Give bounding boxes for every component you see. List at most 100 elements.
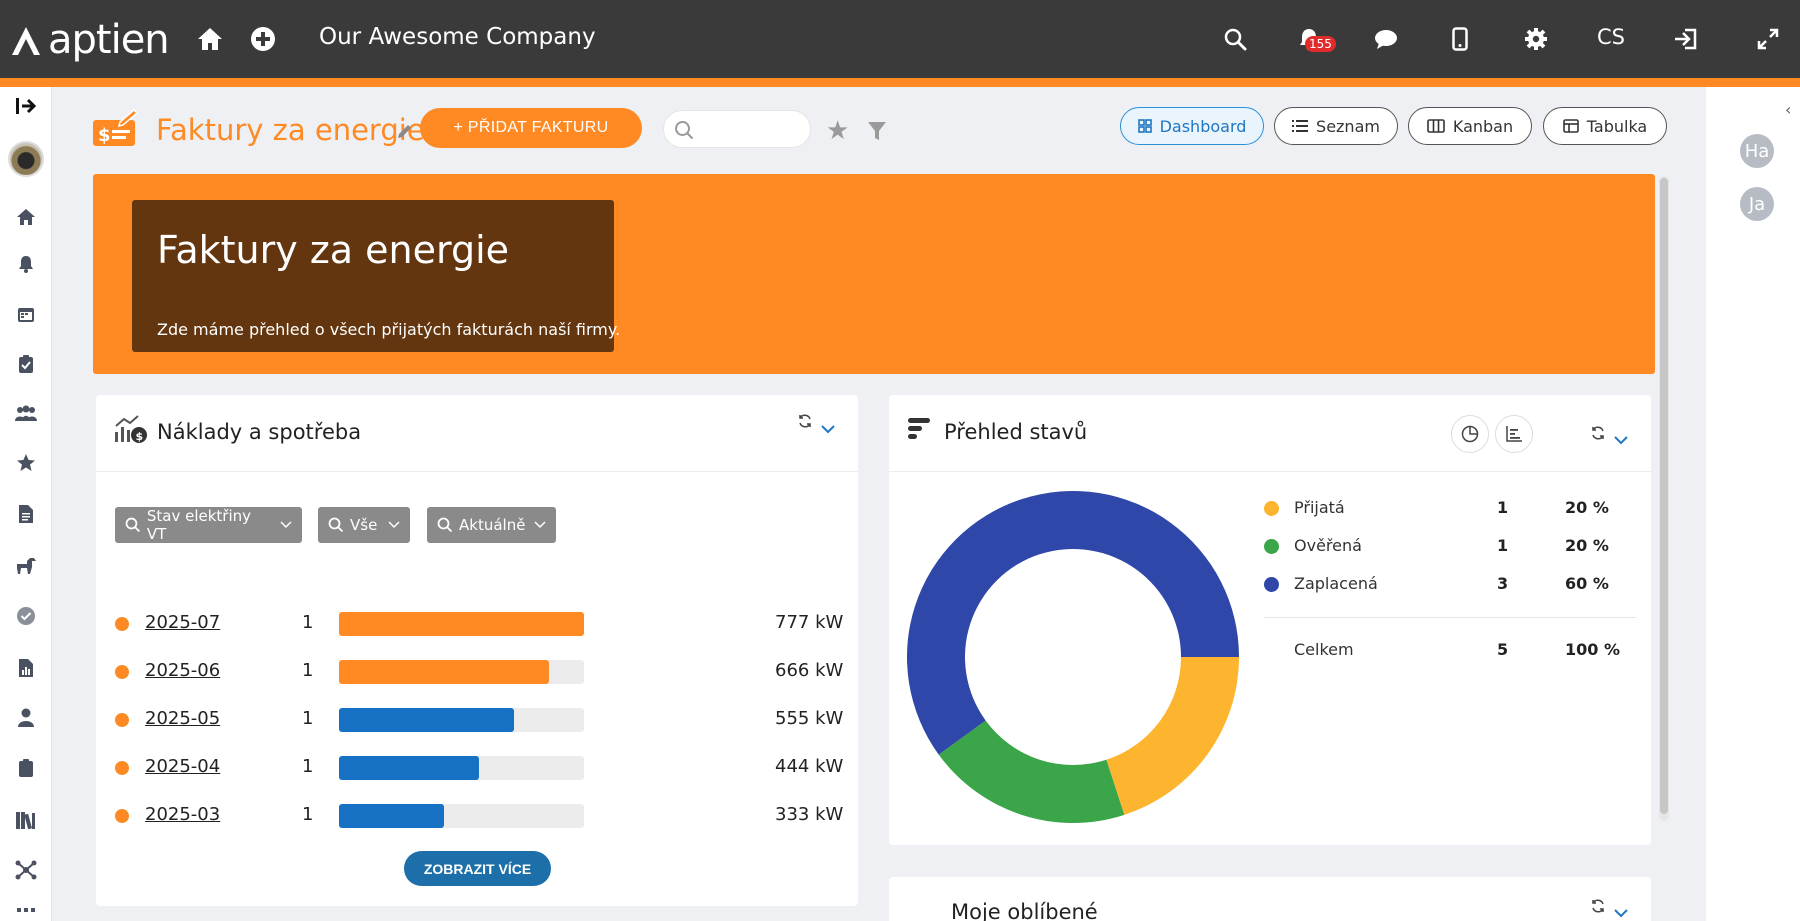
view-table-button[interactable]: Tabulka — [1543, 107, 1667, 145]
view-dashboard-button[interactable]: Dashboard — [1120, 107, 1264, 145]
scrollbar-thumb[interactable] — [1660, 178, 1668, 814]
company-name[interactable]: Our Awesome Company — [319, 24, 596, 50]
right-rail — [1706, 87, 1800, 921]
more-apps-icon[interactable] — [14, 906, 38, 921]
search-icon[interactable] — [1218, 22, 1252, 56]
home-icon[interactable] — [193, 22, 227, 56]
filter-label: Vše — [350, 516, 378, 534]
pie-view-button[interactable] — [1451, 415, 1489, 453]
filter-label: Aktuálně — [459, 516, 526, 534]
row-status-dot — [115, 665, 129, 679]
clipboard-icon[interactable] — [14, 756, 38, 780]
view-kanban-button[interactable]: Kanban — [1408, 107, 1532, 145]
donut-slice-1[interactable] — [1106, 657, 1239, 815]
rail-collapse-icon[interactable]: ‹ — [1785, 100, 1792, 119]
library-icon[interactable] — [14, 808, 38, 832]
chevron-down-icon[interactable] — [1614, 430, 1628, 449]
chevron-down-icon[interactable] — [821, 419, 835, 438]
person-icon[interactable] — [14, 706, 38, 730]
chevron-down-icon[interactable] — [1614, 903, 1628, 921]
document-icon[interactable] — [14, 502, 38, 526]
legend-label[interactable]: Přijatá — [1294, 498, 1345, 517]
show-more-button[interactable]: ZOBRAZIT VÍCE — [404, 851, 551, 886]
dog-icon[interactable] — [14, 554, 38, 578]
view-list-button[interactable]: Seznam — [1274, 107, 1398, 145]
filter-metric-select[interactable]: Stav elektřiny VT — [115, 507, 302, 543]
row-value: 777 kW — [775, 612, 844, 633]
card-divider — [96, 471, 858, 472]
favorites-card — [889, 877, 1651, 921]
gear-icon[interactable] — [1519, 22, 1553, 56]
language-switch[interactable]: CS — [1597, 25, 1625, 49]
invoice-icon: $ — [92, 108, 139, 148]
user-avatar[interactable] — [8, 141, 44, 177]
period-link[interactable]: 2025-05 — [145, 708, 221, 729]
chart-money-icon: $ — [114, 414, 148, 448]
team-icon[interactable] — [14, 402, 38, 426]
report-icon[interactable] — [14, 656, 38, 680]
legend-total-percent: 100 % — [1565, 640, 1620, 659]
row-value: 333 kW — [775, 804, 844, 825]
bar-track — [339, 708, 584, 732]
period-link[interactable]: 2025-07 — [145, 612, 221, 633]
legend-percent: 20 % — [1565, 536, 1609, 555]
legend-percent: 20 % — [1565, 498, 1609, 517]
legend-count: 1 — [1497, 498, 1509, 517]
logout-icon[interactable] — [1669, 22, 1703, 56]
rail-avatar[interactable]: Ja — [1740, 187, 1774, 221]
legend-label[interactable]: Ověřená — [1294, 536, 1362, 555]
add-circle-icon[interactable] — [246, 22, 280, 56]
legend-label[interactable]: Zaplacená — [1294, 574, 1378, 593]
chevron-down-icon — [534, 521, 546, 529]
search-field[interactable] — [663, 110, 811, 148]
refresh-icon[interactable] — [1590, 425, 1606, 445]
chevron-down-icon — [388, 521, 400, 529]
list-icon — [1292, 120, 1309, 132]
filter-period-select[interactable]: Aktuálně — [427, 507, 556, 543]
row-count: 1 — [302, 660, 314, 681]
favorite-star-icon[interactable]: ★ — [826, 116, 850, 146]
calendar-icon[interactable] — [14, 302, 38, 326]
period-link[interactable]: 2025-04 — [145, 756, 221, 777]
period-link[interactable]: 2025-06 — [145, 660, 221, 681]
left-sidebar — [0, 87, 52, 921]
clipboard-check-icon[interactable] — [14, 352, 38, 376]
network-icon[interactable] — [14, 858, 38, 882]
chevron-down-icon — [280, 521, 292, 529]
sidebar-home-icon[interactable] — [14, 205, 38, 229]
svg-text:$: $ — [98, 125, 111, 146]
bar-fill — [339, 756, 479, 780]
fullscreen-icon[interactable] — [1751, 22, 1785, 56]
donut-slice-3[interactable] — [906, 490, 1239, 755]
star-icon[interactable] — [14, 451, 38, 475]
sidebar-toggle-icon[interactable] — [14, 94, 38, 118]
rail-avatar[interactable]: Ha — [1740, 134, 1774, 168]
refresh-icon[interactable] — [797, 413, 813, 433]
legend-dot — [1264, 577, 1279, 592]
refresh-icon[interactable] — [1590, 898, 1606, 918]
chat-icon[interactable] — [1369, 22, 1403, 56]
row-count: 1 — [302, 756, 314, 777]
row-value: 666 kW — [775, 660, 844, 681]
row-value: 444 kW — [775, 756, 844, 777]
banner-title: Faktury za energie — [157, 228, 510, 272]
row-count: 1 — [302, 708, 314, 729]
donut-slice-2[interactable] — [938, 720, 1125, 823]
row-count: 1 — [302, 612, 314, 633]
edit-pencil-icon[interactable] — [396, 122, 414, 144]
search-input[interactable] — [700, 117, 800, 141]
filter-icon[interactable] — [867, 120, 887, 146]
filter-scope-select[interactable]: Vše — [318, 507, 410, 543]
row-status-dot — [115, 617, 129, 631]
bar-fill — [339, 612, 584, 636]
check-circle-icon[interactable] — [14, 604, 38, 628]
app-logo[interactable]: aptien — [8, 17, 170, 63]
search-icon — [328, 517, 344, 533]
period-link[interactable]: 2025-03 — [145, 804, 221, 825]
mobile-icon[interactable] — [1443, 22, 1477, 56]
add-invoice-button[interactable]: + PŘIDAT FAKTURU — [420, 108, 642, 148]
legend-dot — [1264, 539, 1279, 554]
bar-view-button[interactable] — [1495, 415, 1533, 453]
sidebar-bell-icon[interactable] — [14, 252, 38, 276]
logo-mark-icon — [12, 27, 40, 55]
